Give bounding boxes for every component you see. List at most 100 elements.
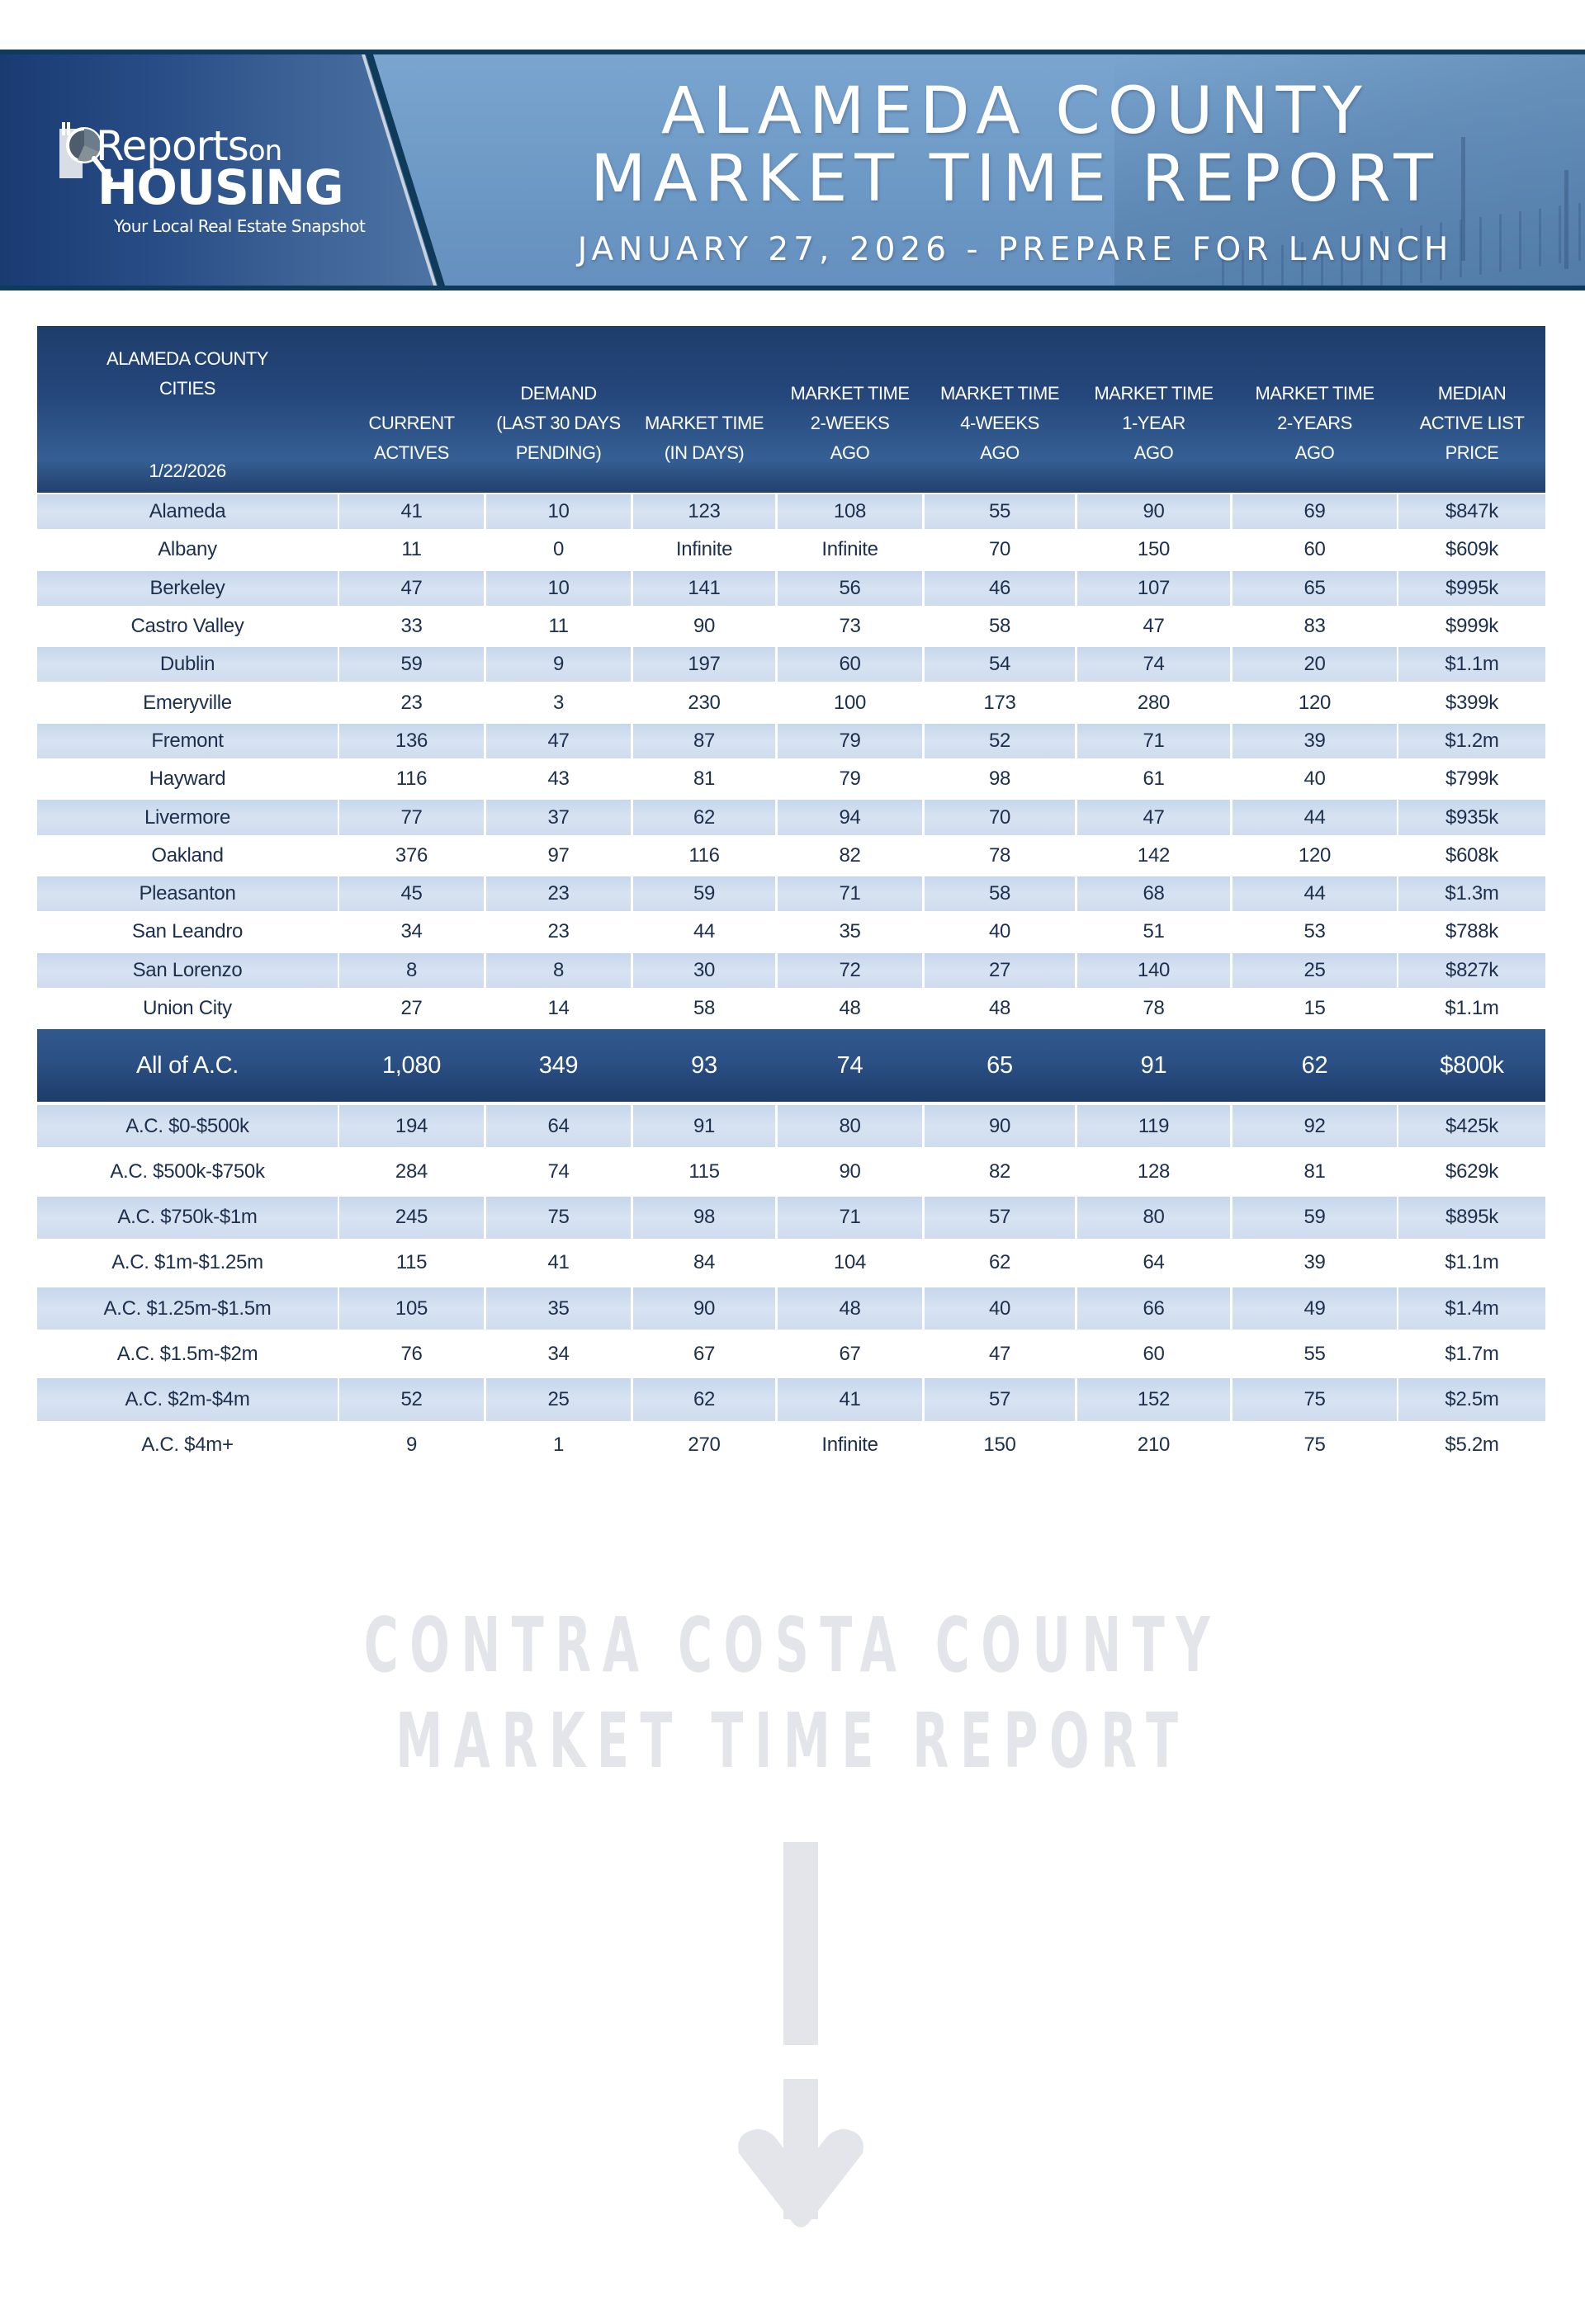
cell-market-time-2-years: 39 — [1233, 723, 1397, 759]
cell-market-time-4-weeks: 46 — [925, 570, 1075, 606]
price-range-row: A.C. $1.25m-$1.5m 105 35 90 48 40 66 49 $1.4m — [37, 1286, 1545, 1331]
cell-demand-pending: 0 — [486, 532, 631, 568]
cell-market-time-1-year: 152 — [1077, 1378, 1230, 1421]
cell-demand-pending: 9 — [486, 647, 631, 683]
cell-market-time-2-years: 44 — [1233, 800, 1397, 835]
cell-median-list-price: $999k — [1398, 608, 1545, 645]
cell-median-list-price: $995k — [1398, 570, 1545, 606]
cell-median-list-price: $399k — [1398, 685, 1545, 720]
cell-current-actives: 77 — [339, 800, 484, 835]
cell-market-time-2-weeks: 79 — [778, 762, 922, 797]
cell-city: Livermore — [37, 800, 338, 835]
cell-market-time-4-weeks: 58 — [925, 876, 1075, 912]
cell-current-actives: 23 — [339, 685, 484, 720]
cell-demand-pending: 14 — [486, 990, 631, 1027]
cell-market-time-2-years: 81 — [1233, 1150, 1397, 1193]
cell-market-time-2-years: 120 — [1233, 685, 1397, 720]
arrow-down-icon — [738, 1842, 863, 2227]
cell-market-time: 90 — [633, 1287, 775, 1330]
cell-market-time: 84 — [633, 1241, 775, 1284]
cell-market-time-2-weeks: 80 — [778, 1105, 922, 1148]
header-line: 2-WEEKS — [810, 413, 890, 433]
cell-market-time-4-weeks: 98 — [925, 762, 1075, 797]
cell-market-time-4-weeks: 173 — [925, 685, 1075, 720]
cell-market-time-2-years: 69 — [1233, 494, 1397, 530]
cell-market-time-1-year: 60 — [1077, 1333, 1230, 1376]
header-cell-median-list-price: MEDIAN ACTIVE LIST PRICE — [1398, 379, 1545, 468]
cell-current-actives: 116 — [339, 762, 484, 797]
cell-city: Emeryville — [37, 685, 338, 720]
cell-demand-pending: 64 — [486, 1105, 631, 1148]
cell-market-time-1-year: 66 — [1077, 1287, 1230, 1330]
summary-cell-current-actives: 1,080 — [381, 1051, 442, 1079]
price-range-row: A.C. $1.5m-$2m 76 34 67 67 47 60 55 $1.7m — [37, 1331, 1545, 1377]
cell-market-time-4-weeks: 82 — [925, 1150, 1075, 1193]
cell-median-list-price: $609k — [1398, 532, 1545, 568]
cell-demand-pending: 11 — [486, 608, 631, 645]
cell-market-time-4-weeks: 70 — [925, 800, 1075, 835]
report-subtitle: JANUARY 27, 2026 - PREPARE FOR LAUNCH — [577, 231, 1454, 268]
cell-market-time: 62 — [633, 800, 775, 835]
table-header: ALAMEDA COUNTY CITIES 1/22/2026 CURRENT ACTI… — [37, 326, 1545, 493]
cell-market-time-2-weeks: 67 — [778, 1333, 922, 1376]
summary-cell-market-time-4-weeks: 65 — [986, 1051, 1013, 1079]
cell-market-time-1-year: 71 — [1077, 723, 1230, 759]
cell-current-actives: 105 — [339, 1287, 484, 1330]
cell-market-time-2-weeks: 71 — [778, 876, 922, 912]
header-line: AGO — [1294, 442, 1335, 463]
cell-market-time-2-weeks: 72 — [778, 952, 922, 988]
cell-market-time-2-weeks: 82 — [778, 838, 922, 873]
cell-market-time-4-weeks: 58 — [925, 608, 1075, 645]
header-line: PENDING) — [515, 442, 602, 463]
cell-market-time-2-weeks: Infinite — [778, 532, 922, 568]
header-cell-city: ALAMEDA COUNTY CITIES — [37, 344, 338, 404]
city-row: Albany 11 0 Infinite Infinite 70 150 60 $609k — [37, 531, 1545, 569]
cell-demand-pending: 34 — [486, 1333, 631, 1376]
cell-current-actives: 34 — [339, 914, 484, 950]
header-line: ALAMEDA COUNTY — [106, 348, 268, 369]
cell-market-time-2-years: 92 — [1233, 1105, 1397, 1148]
header-cell-market-time-1-year: MARKET TIME 1-YEAR AGO — [1077, 379, 1230, 468]
cell-market-time-1-year: 107 — [1077, 570, 1230, 606]
header-line: MARKET TIME — [790, 383, 910, 404]
header-line: 4-WEEKS — [960, 413, 1039, 433]
cell-market-time-4-weeks: 40 — [925, 1287, 1075, 1330]
summary-cell-market-time-2-weeks: 74 — [836, 1051, 863, 1079]
cell-current-actives: 59 — [339, 647, 484, 683]
cell-median-list-price: $629k — [1398, 1150, 1545, 1193]
logo-tagline: Your Local Real Estate Snapshot — [114, 216, 366, 236]
cell-market-time: 98 — [633, 1196, 775, 1239]
cell-market-time-1-year: 61 — [1077, 762, 1230, 797]
cell-market-time-2-weeks: 35 — [778, 914, 922, 950]
banner-background: Reportson HOUSING Your Local Real Estate… — [0, 54, 1585, 286]
cell-demand-pending: 8 — [486, 952, 631, 988]
cell-city: A.C. $2m-$4m — [37, 1378, 338, 1421]
cell-market-time-1-year: 150 — [1077, 532, 1230, 568]
cell-current-actives: 9 — [339, 1424, 484, 1467]
cell-market-time-2-years: 83 — [1233, 608, 1397, 645]
cell-market-time: 197 — [633, 647, 775, 683]
cell-city: A.C. $1m-$1.25m — [37, 1241, 338, 1284]
cell-current-actives: 136 — [339, 723, 484, 759]
header-line: (IN DAYS) — [664, 442, 745, 463]
cell-market-time-4-weeks: 47 — [925, 1333, 1075, 1376]
city-row: Emeryville 23 3 230 100 173 280 120 $399k — [37, 684, 1545, 722]
cell-market-time: 270 — [633, 1424, 775, 1467]
header-line: MARKET TIME — [939, 383, 1060, 404]
cell-market-time-4-weeks: 52 — [925, 723, 1075, 759]
cell-median-list-price: $1.1m — [1398, 1241, 1545, 1284]
cell-demand-pending: 74 — [486, 1150, 631, 1193]
header-line: MEDIAN — [1437, 383, 1507, 404]
cell-city: Alameda — [37, 494, 338, 530]
summary-cell-demand-pending: 349 — [538, 1051, 579, 1079]
cell-market-time-2-years: 44 — [1233, 876, 1397, 912]
cell-current-actives: 45 — [339, 876, 484, 912]
summary-cell-market-time-1-year: 91 — [1140, 1051, 1167, 1079]
cell-demand-pending: 10 — [486, 570, 631, 606]
cell-city: A.C. $500k-$750k — [37, 1150, 338, 1193]
report-title-line1: ALAMEDA COUNTY — [661, 74, 1370, 149]
cell-market-time-2-weeks: 48 — [778, 990, 922, 1027]
cell-median-list-price: $847k — [1398, 494, 1545, 530]
cell-median-list-price: $788k — [1398, 914, 1545, 950]
cell-city: A.C. $1.5m-$2m — [37, 1333, 338, 1376]
